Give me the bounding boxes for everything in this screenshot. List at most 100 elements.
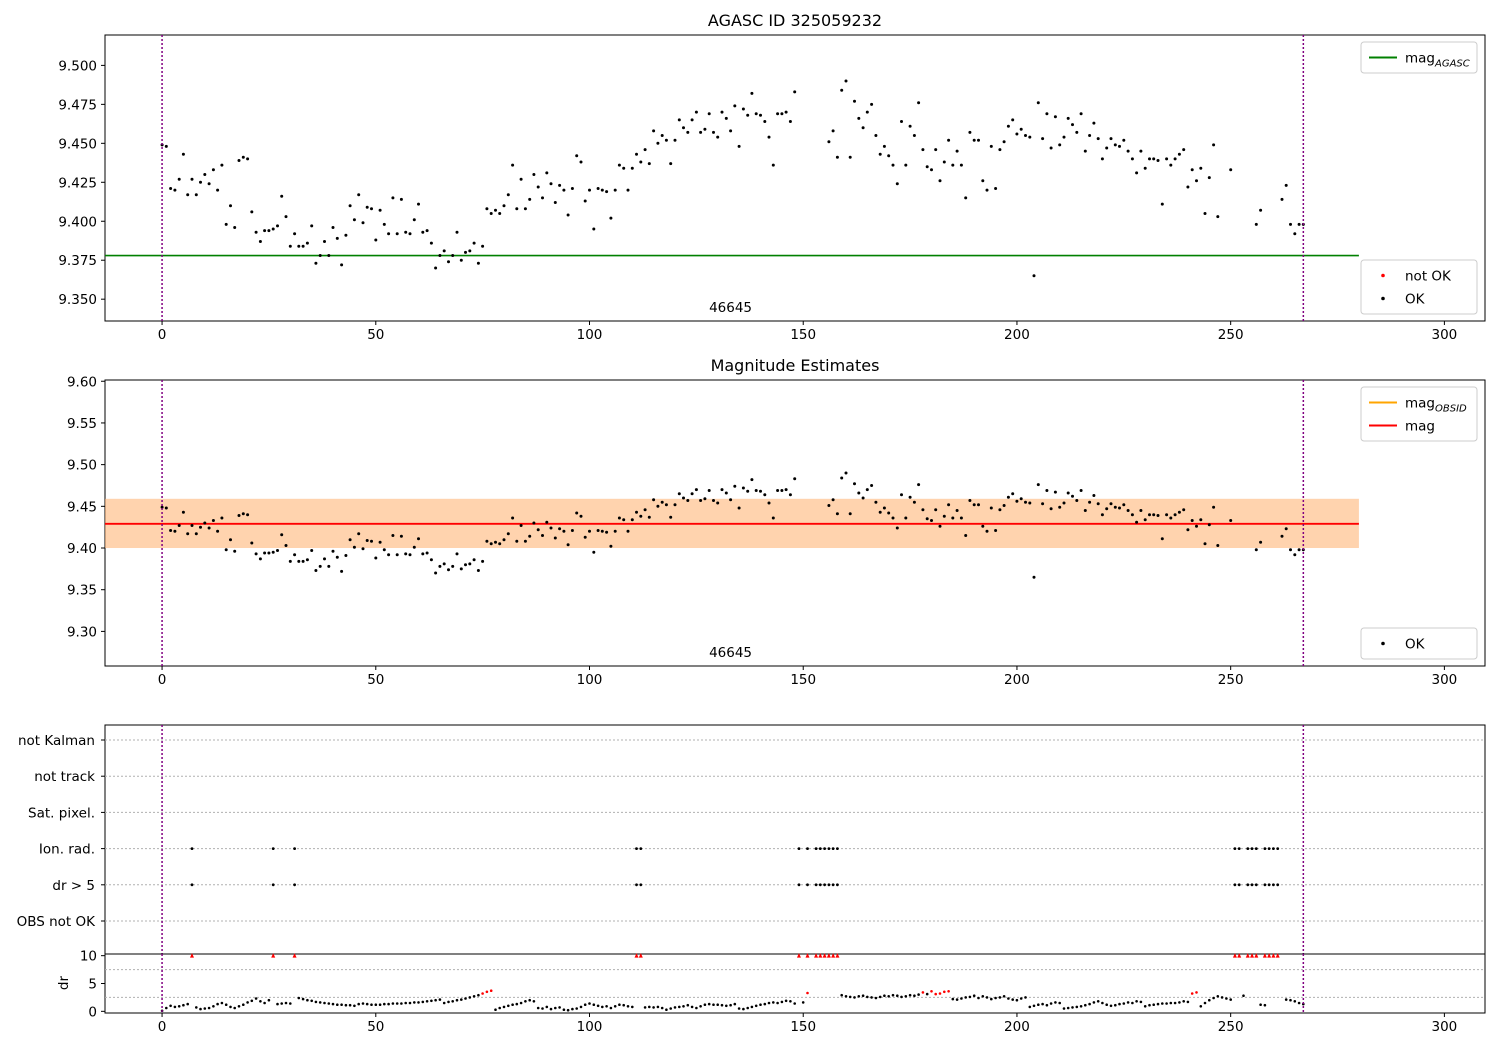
dr-point <box>353 1004 356 1008</box>
data-point <box>280 194 284 198</box>
data-point <box>284 544 288 547</box>
data-point <box>297 559 301 563</box>
data-point <box>1254 222 1258 226</box>
data-point <box>1024 134 1027 137</box>
panel-title: AGASC ID 325059232 <box>708 11 882 30</box>
data-point <box>861 496 865 500</box>
data-point <box>207 526 211 530</box>
dr-point <box>1148 1003 1151 1007</box>
data-point <box>310 549 314 552</box>
dr-point <box>515 1002 519 1006</box>
data-point <box>712 130 715 134</box>
data-point <box>977 503 980 507</box>
data-point <box>1148 513 1151 517</box>
dr-point <box>472 995 476 998</box>
data-point <box>536 528 540 532</box>
data-point <box>412 218 416 222</box>
data-point <box>186 193 190 197</box>
data-point <box>994 187 998 190</box>
data-point <box>1293 232 1297 236</box>
data-point <box>887 154 891 158</box>
data-point <box>1148 157 1151 161</box>
data-point <box>669 515 673 519</box>
flag-point <box>293 883 296 887</box>
data-point <box>1156 159 1160 162</box>
data-point <box>720 110 724 114</box>
dr-point <box>754 1004 758 1008</box>
dr-point <box>246 1001 249 1004</box>
flag-category-label: not Kalman <box>18 733 95 749</box>
dr-point <box>430 999 433 1003</box>
data-point <box>549 182 553 186</box>
data-point <box>1002 504 1006 507</box>
data-point <box>626 529 630 533</box>
dr-point <box>400 1002 403 1005</box>
dr-point <box>1242 994 1245 997</box>
data-point <box>160 505 164 509</box>
data-point <box>1195 179 1198 183</box>
data-point <box>780 489 784 492</box>
dr-point <box>404 1001 408 1005</box>
y-tick-label: 9.30 <box>67 624 97 640</box>
data-point <box>617 516 621 520</box>
data-point <box>861 126 865 130</box>
data-point <box>930 168 933 172</box>
data-point <box>647 515 651 519</box>
dr-point <box>212 1005 215 1008</box>
data-point <box>1045 112 1049 116</box>
dr-point-flagged <box>1195 991 1198 994</box>
dr-point <box>323 1001 326 1005</box>
data-point <box>925 517 929 521</box>
data-point <box>605 190 609 194</box>
dr-point <box>310 999 314 1003</box>
dr-point <box>1263 1003 1267 1007</box>
dr-point-flagged <box>938 992 942 995</box>
dr-point <box>498 1006 502 1010</box>
flag-point <box>823 883 826 887</box>
data-point <box>1118 506 1121 510</box>
y-tick-label: 9.475 <box>58 97 97 113</box>
data-point <box>733 484 737 488</box>
data-point <box>1028 135 1032 139</box>
dr-point <box>554 1006 557 1010</box>
data-point <box>1207 523 1211 527</box>
dr-point <box>477 993 480 997</box>
dr-point <box>545 1005 549 1009</box>
dr-point <box>1049 1002 1053 1005</box>
data-point <box>451 564 455 568</box>
data-point <box>532 521 536 525</box>
dr-clipped-marker <box>1250 953 1255 958</box>
data-point <box>900 120 903 123</box>
data-point <box>1259 540 1263 544</box>
data-point <box>519 524 523 527</box>
x-tick-label: 0 <box>158 672 167 688</box>
obsid-label: 46645 <box>709 645 752 661</box>
data-point <box>1100 513 1104 517</box>
x-tick-label: 0 <box>158 1019 167 1035</box>
data-point <box>951 516 955 520</box>
dr-point <box>549 1007 553 1011</box>
data-point <box>250 541 254 545</box>
data-point <box>199 525 202 529</box>
data-point <box>1284 527 1288 531</box>
flag-point <box>814 847 818 851</box>
data-point <box>716 501 720 505</box>
data-point <box>776 112 780 116</box>
dr-point <box>1079 1005 1083 1008</box>
dr-point <box>575 1007 578 1010</box>
data-point <box>352 545 356 549</box>
dr-point <box>1096 1000 1100 1003</box>
data-point <box>190 524 194 527</box>
data-point <box>395 553 399 557</box>
dr-point <box>1032 1004 1036 1008</box>
data-point <box>600 529 604 533</box>
dr-clipped-marker <box>634 953 639 958</box>
data-point <box>1062 135 1066 139</box>
data-point <box>750 478 754 482</box>
data-point <box>754 489 758 492</box>
flag-point <box>823 847 826 851</box>
y-tick-label: 9.450 <box>58 136 97 152</box>
dr-point <box>1169 1001 1173 1005</box>
data-point <box>224 222 228 226</box>
data-point <box>853 99 856 103</box>
